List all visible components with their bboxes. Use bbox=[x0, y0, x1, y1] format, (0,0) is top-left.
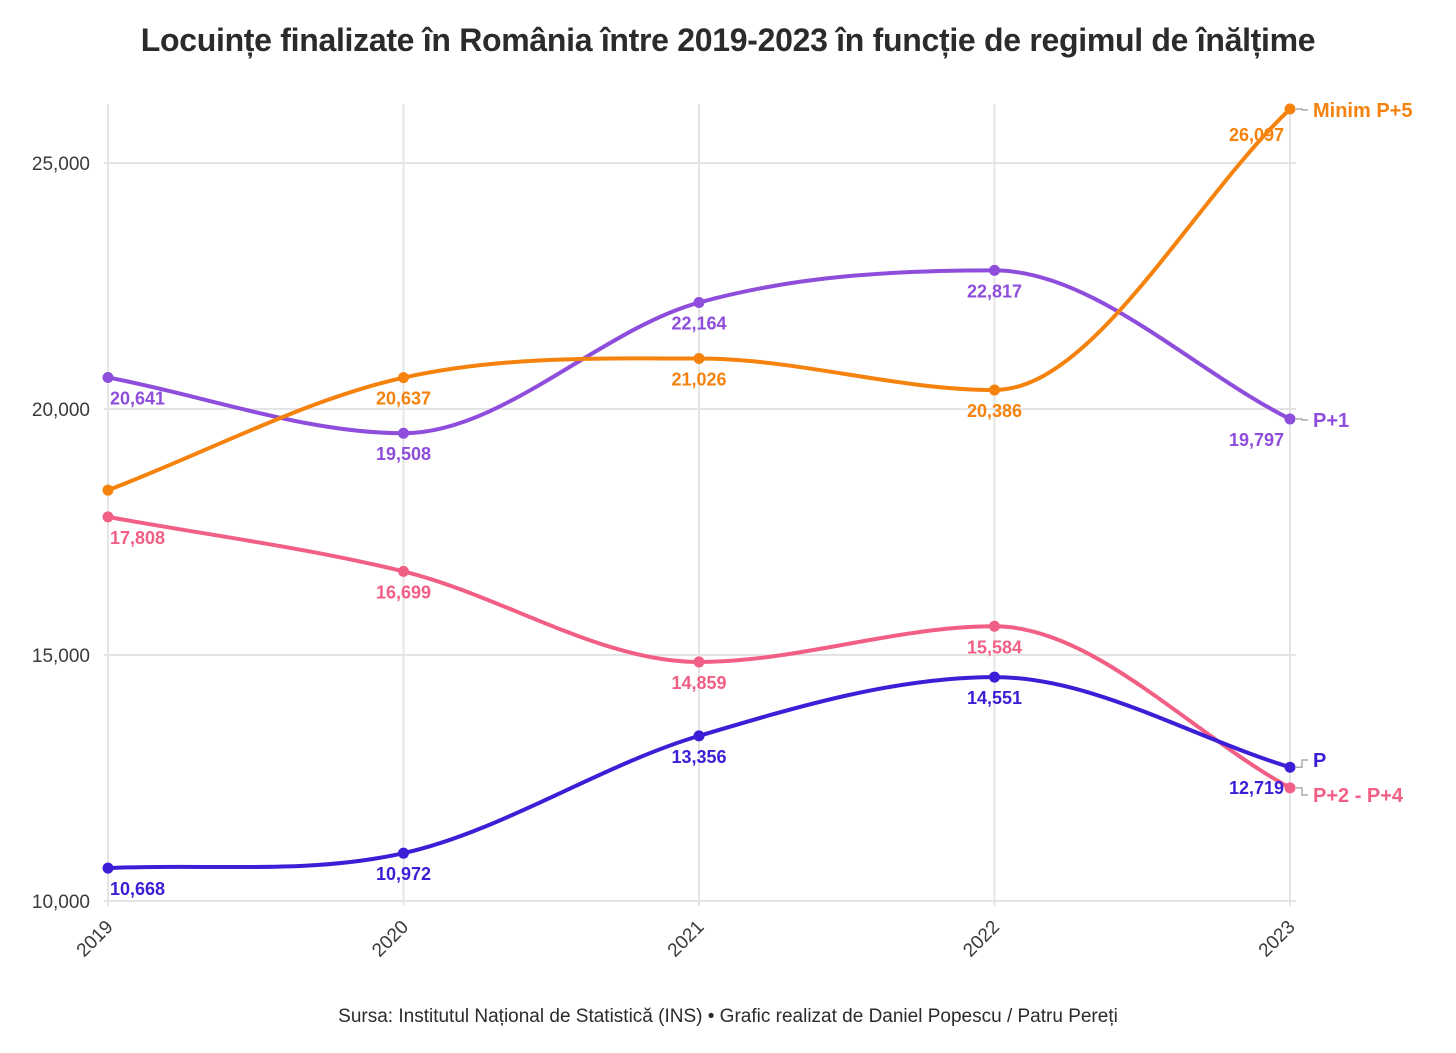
data-point bbox=[989, 671, 1000, 683]
data-point bbox=[1284, 782, 1296, 794]
data-label: 21,026 bbox=[671, 370, 726, 390]
series-line bbox=[106, 107, 1292, 493]
y-tick-label: 10,000 bbox=[32, 892, 90, 913]
data-point bbox=[693, 353, 705, 365]
data-label: 20,637 bbox=[376, 389, 431, 409]
data-point bbox=[398, 427, 409, 439]
label-connector bbox=[1296, 418, 1308, 421]
data-point bbox=[102, 371, 114, 383]
data-point bbox=[693, 656, 705, 668]
data-label: 15,584 bbox=[967, 637, 1022, 657]
y-tick-label: 20,000 bbox=[32, 400, 90, 421]
y-axis: 10,000 15,000 20,000 25,000 bbox=[32, 154, 90, 913]
y-tick-label: 25,000 bbox=[32, 154, 90, 175]
data-point bbox=[102, 862, 114, 874]
label-connector bbox=[1296, 108, 1308, 111]
data-point bbox=[693, 297, 705, 309]
data-label: 20,641 bbox=[110, 388, 165, 408]
data-point bbox=[398, 847, 409, 859]
x-tick-label: 2021 bbox=[664, 917, 709, 962]
series-points bbox=[102, 103, 1296, 874]
y-tick-label: 15,000 bbox=[32, 646, 90, 667]
data-label: 13,356 bbox=[671, 747, 726, 767]
data-point bbox=[102, 484, 114, 496]
data-point bbox=[398, 565, 409, 577]
x-axis: 2019 2020 2021 2022 2023 bbox=[73, 917, 1300, 962]
series-label: P bbox=[1313, 750, 1326, 772]
data-point bbox=[989, 264, 1000, 276]
data-point bbox=[693, 730, 705, 742]
data-point bbox=[1284, 413, 1296, 425]
data-point bbox=[1284, 761, 1296, 773]
chart-title: Locuințe finalizate în România între 201… bbox=[140, 22, 1316, 58]
data-point bbox=[398, 372, 409, 384]
data-point bbox=[1284, 103, 1296, 115]
label-connector bbox=[1296, 759, 1308, 768]
x-tick-label: 2023 bbox=[1255, 917, 1300, 962]
data-label: 12,719 bbox=[1229, 778, 1284, 798]
data-label: 16,699 bbox=[376, 582, 431, 602]
data-label: 14,859 bbox=[671, 673, 726, 693]
series-label: P+1 bbox=[1313, 410, 1349, 432]
x-tick-label: 2022 bbox=[959, 917, 1004, 962]
grid bbox=[104, 104, 1296, 906]
series-label: Minim P+5 bbox=[1313, 100, 1412, 122]
data-point bbox=[102, 511, 114, 523]
data-label: 19,508 bbox=[376, 444, 431, 464]
data-label: 10,668 bbox=[110, 879, 165, 899]
data-point bbox=[989, 620, 1000, 632]
x-tick-label: 2020 bbox=[368, 917, 413, 962]
series-end-labels: P+1 Minim P+5 P+2 - P+4 P bbox=[1296, 100, 1412, 807]
chart-source: Sursa: Institutul Național de Statistică… bbox=[338, 1006, 1118, 1027]
data-point bbox=[989, 384, 1000, 396]
data-label: 17,808 bbox=[110, 528, 165, 548]
data-label: 10,972 bbox=[376, 864, 431, 884]
data-label: 26,097 bbox=[1229, 125, 1284, 145]
data-label: 14,551 bbox=[967, 688, 1022, 708]
label-connector bbox=[1296, 787, 1308, 796]
data-label: 22,817 bbox=[967, 281, 1022, 301]
x-tick-label: 2019 bbox=[73, 917, 118, 962]
data-label: 20,386 bbox=[967, 401, 1022, 421]
data-label: 22,164 bbox=[671, 314, 726, 334]
data-label: 19,797 bbox=[1229, 430, 1284, 450]
data-labels: 20,641 19,508 22,164 22,817 19,797 20,637 21,0… bbox=[110, 125, 1284, 899]
series-label: P+2 - P+4 bbox=[1313, 785, 1404, 807]
